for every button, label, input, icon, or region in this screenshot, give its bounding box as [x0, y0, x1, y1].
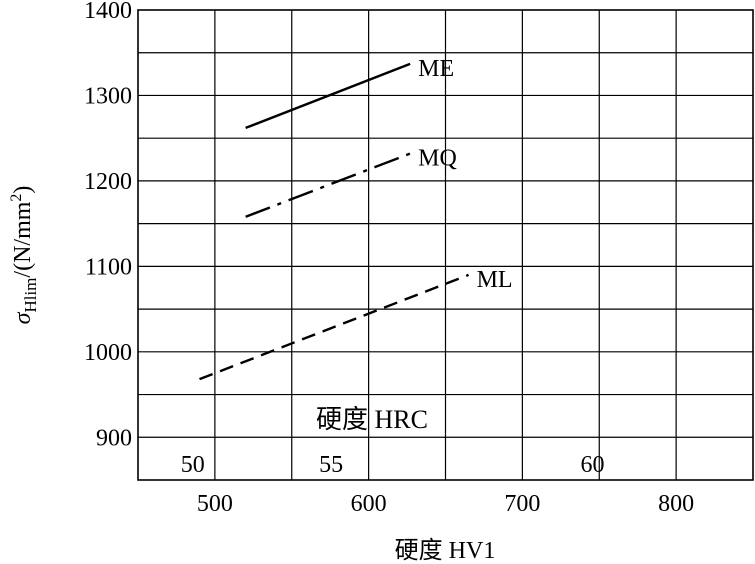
y-label-unit-close: ): [10, 186, 36, 194]
y-label-subscript: Hlim: [21, 278, 40, 313]
hrc-tick-label: 55: [319, 452, 343, 478]
y-axis-title: σHlim/(N/mm2): [8, 186, 40, 325]
hrc-axis-title: 硬度 HRC: [316, 405, 428, 434]
series-line-mq: [245, 152, 411, 218]
series-label-ml: ML: [477, 267, 513, 293]
series-line-me: [245, 62, 411, 130]
y-label-symbol: σ: [10, 311, 36, 324]
x-tick-label: 800: [658, 491, 694, 517]
y-tick-label: 1400: [84, 0, 132, 24]
y-tick-label: 1100: [85, 254, 132, 280]
y-label-unit: /(N/mm: [10, 201, 36, 277]
grid: [137, 9, 754, 481]
hrc-tick-label: 50: [181, 452, 205, 478]
y-tick-label: 1300: [84, 83, 132, 109]
series-lines: ME MQ ML: [199, 56, 513, 381]
series-label-mq: MQ: [418, 146, 457, 172]
x-tick-label: 500: [197, 491, 233, 517]
x-tick-label: 600: [351, 491, 387, 517]
y-label-superscript: 2: [8, 194, 25, 202]
hrc-tick-label: 60: [581, 452, 605, 478]
y-tick-label: 900: [96, 425, 132, 451]
x-tick-label: 700: [504, 491, 540, 517]
x-axis-title: 硬度 HV1: [395, 537, 496, 564]
y-tick-label: 1200: [84, 169, 132, 195]
y-tick-label: 1000: [84, 340, 132, 366]
hrc-secondary-axis: 硬度 HRC50556065: [181, 405, 605, 478]
series-label-me: ME: [418, 56, 454, 82]
tick-labels: 500 600 700 800 1400 1300 1200 1100 1000 900: [84, 0, 694, 517]
series-line-ml: [199, 273, 469, 381]
